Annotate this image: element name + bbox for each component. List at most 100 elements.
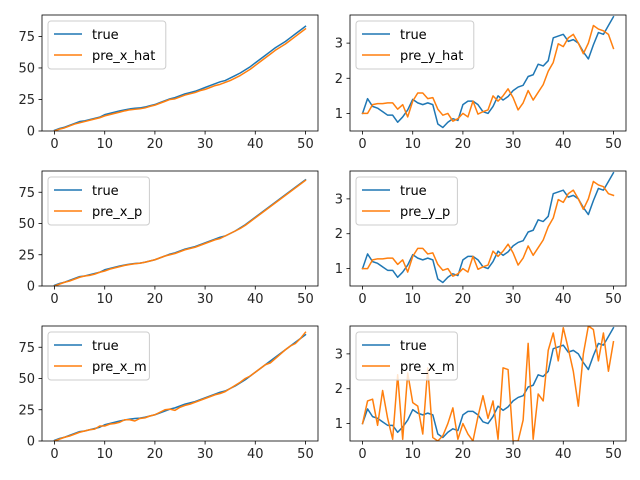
plot-area xyxy=(361,171,615,284)
subplot-4: 0 10 20 30 40 50 1 2 3 true pre_y_p xyxy=(335,170,627,307)
legend: true pre_y_hat xyxy=(355,20,475,70)
legend-box xyxy=(355,331,458,381)
y-tick-label: 1 xyxy=(335,262,343,277)
subplot-5: 0 10 20 30 40 50 0 25 50 75 true pre_x_m xyxy=(18,325,319,462)
x-tick-label: 20 xyxy=(147,137,164,152)
legend-entry-label: true xyxy=(92,339,119,354)
axes-frame xyxy=(41,14,319,132)
x-tick-label: 50 xyxy=(297,447,314,462)
legend-entry-label: pre_x_hat xyxy=(92,49,155,64)
y-tick-label: 0 xyxy=(27,280,35,295)
y-tick-label: 2 xyxy=(335,227,343,242)
axes-frame xyxy=(41,170,319,287)
axes-frame xyxy=(349,170,627,287)
y-tick-label: 50 xyxy=(18,61,35,76)
legend-box xyxy=(355,176,458,226)
y-tick-label: 1 xyxy=(335,107,343,122)
legend: true pre_x_m xyxy=(47,331,150,381)
x-tick-label: 30 xyxy=(505,292,522,307)
x-tick-label: 50 xyxy=(605,447,622,462)
y-tick-label: 2 xyxy=(335,72,343,87)
legend: true pre_x_hat xyxy=(47,20,167,70)
legend: true pre_y_p xyxy=(355,176,458,226)
legend-entry-label: pre_x_m xyxy=(92,360,147,375)
x-tick-label: 40 xyxy=(555,447,572,462)
y-tick-label: 75 xyxy=(18,341,35,356)
legend-entry-label: pre_y_hat xyxy=(400,49,463,64)
axes-frame xyxy=(349,14,627,132)
x-tick-label: 0 xyxy=(50,137,58,152)
y-tick-label: 50 xyxy=(18,372,35,387)
y-tick-label: 0 xyxy=(27,435,35,450)
subplot-1: 0 10 20 30 40 50 0 25 50 75 true pre_x_hat xyxy=(18,14,319,152)
legend-entry-label: true xyxy=(400,28,427,43)
series-line-pre-y-p xyxy=(361,180,615,277)
x-tick-label: 10 xyxy=(404,292,421,307)
x-tick-label: 0 xyxy=(50,447,58,462)
axes-frame xyxy=(41,325,319,442)
x-tick-label: 30 xyxy=(197,292,214,307)
series-line-true xyxy=(361,15,615,129)
legend-entry-label: true xyxy=(92,28,119,43)
subplot-2: 0 10 20 30 40 50 1 2 3 true pre_y_hat xyxy=(335,14,627,152)
y-tick-label: 1 xyxy=(335,417,343,432)
series-line-true xyxy=(361,171,615,284)
y-tick-label: 0 xyxy=(27,125,35,140)
series-line-pre-y-hat xyxy=(361,24,615,122)
legend-box xyxy=(355,20,475,70)
x-tick-label: 0 xyxy=(358,447,366,462)
x-tick-label: 30 xyxy=(505,447,522,462)
y-tick-label: 3 xyxy=(335,347,343,362)
x-tick-label: 40 xyxy=(247,137,264,152)
plot-area xyxy=(361,326,615,441)
x-tick-label: 0 xyxy=(358,292,366,307)
legend-entry-label: pre_x_p xyxy=(92,205,142,220)
x-tick-label: 10 xyxy=(404,447,421,462)
x-tick-label: 10 xyxy=(404,137,421,152)
subplot-6: 0 10 20 30 40 50 1 2 3 true pre_x_m xyxy=(335,325,627,462)
x-tick-label: 10 xyxy=(96,292,113,307)
x-tick-label: 50 xyxy=(605,292,622,307)
axes-frame xyxy=(349,325,627,442)
x-tick-label: 50 xyxy=(297,292,314,307)
x-tick-label: 40 xyxy=(555,292,572,307)
x-tick-label: 30 xyxy=(197,447,214,462)
x-tick-label: 40 xyxy=(555,137,572,152)
plot-area xyxy=(361,15,615,129)
legend: true pre_x_p xyxy=(47,176,150,226)
series-line-pre-x-hat xyxy=(53,27,307,131)
y-tick-label: 3 xyxy=(335,192,343,207)
x-tick-label: 20 xyxy=(455,292,472,307)
y-tick-label: 50 xyxy=(18,217,35,232)
x-tick-label: 0 xyxy=(50,292,58,307)
plot-area xyxy=(53,178,307,286)
series-line-pre-x-m xyxy=(361,326,615,441)
series-line-pre-x-m xyxy=(53,331,307,441)
y-tick-label: 25 xyxy=(18,93,35,108)
x-tick-label: 30 xyxy=(505,137,522,152)
plot-area xyxy=(53,25,307,131)
x-tick-label: 0 xyxy=(358,137,366,152)
legend-entry-label: pre_y_p xyxy=(400,205,450,220)
series-line-pre-x-p xyxy=(53,179,307,286)
x-tick-label: 30 xyxy=(197,137,214,152)
legend-box xyxy=(47,20,167,70)
x-tick-label: 50 xyxy=(297,137,314,152)
legend-box xyxy=(47,331,150,381)
x-tick-label: 20 xyxy=(147,292,164,307)
legend: true pre_x_m xyxy=(355,331,458,381)
y-tick-label: 25 xyxy=(18,248,35,263)
legend-entry-label: true xyxy=(400,184,427,199)
x-tick-label: 40 xyxy=(247,447,264,462)
legend-box xyxy=(47,176,150,226)
legend-entry-label: true xyxy=(92,184,119,199)
x-tick-label: 20 xyxy=(147,447,164,462)
y-tick-label: 2 xyxy=(335,382,343,397)
x-tick-label: 20 xyxy=(455,447,472,462)
legend-entry-label: true xyxy=(400,339,427,354)
legend-entry-label: pre_x_m xyxy=(400,360,455,375)
x-tick-label: 20 xyxy=(455,137,472,152)
x-tick-label: 40 xyxy=(247,292,264,307)
